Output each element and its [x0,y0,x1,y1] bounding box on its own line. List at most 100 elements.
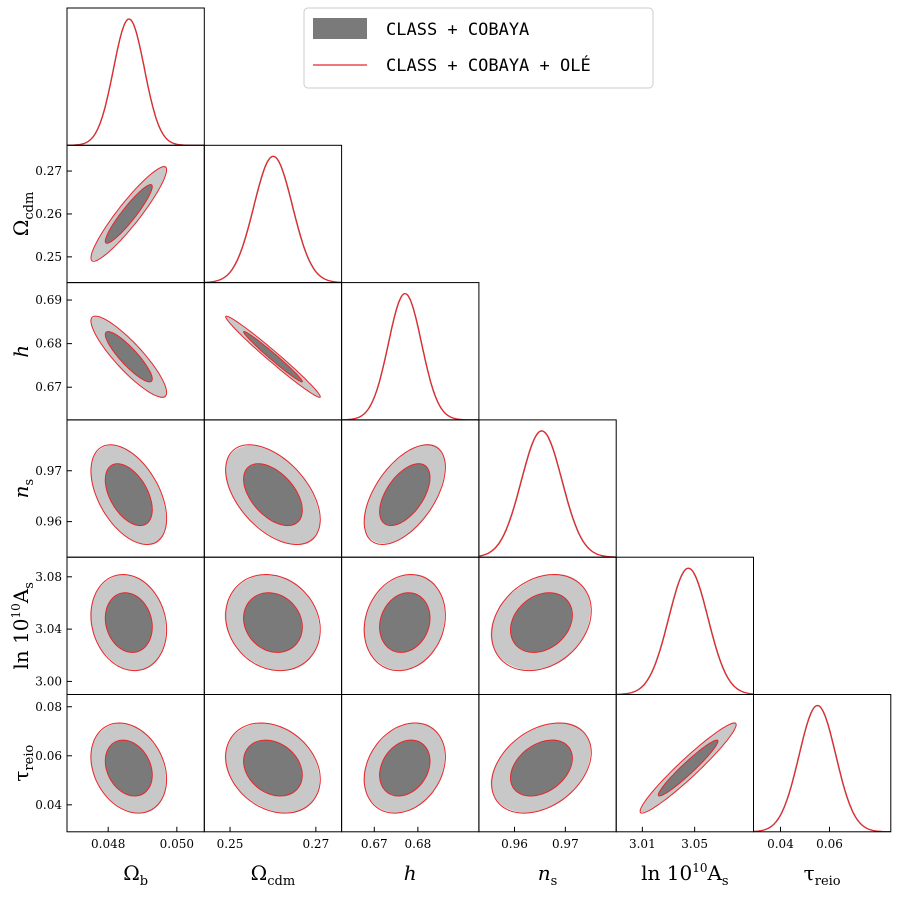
contour-68-line [104,330,153,383]
contour-95-line [225,573,321,672]
y-axis-label-h: h [9,345,33,358]
contour-95-line [491,722,592,814]
marginal-curve-filled [204,155,342,283]
legend-swatch-filled [313,18,367,39]
x-axis-label-ln10As: ln 1010As [641,861,729,889]
y-tick-label: 0.06 [35,749,62,763]
marginal-curve-line [616,567,754,695]
panel-n_s-1d [478,419,617,558]
contour-68-filled [379,739,430,796]
y-tick-label: 0.69 [35,293,62,307]
contour-68-line [379,592,431,653]
x-axis-label-omega_b: Ωb [123,861,148,889]
panel-ln10As-vs-tau_reio [615,694,755,833]
panel-omega_b-vs-h [66,282,205,421]
contour-68-filled [105,331,153,383]
panel-omega_cdm-vs-tau_reio [203,694,343,833]
panels-layer: 0.25 0.26 0.27 0.67 0.68 0.69 0.96 0.97 3.00 3.04… [9,7,892,889]
contour-68-line [104,184,153,244]
contour-95-line [90,722,168,814]
x-tick-label: 0.25 [217,837,244,851]
x-axis-label-n_s: ns [538,861,558,889]
y-tick-label: 0.67 [35,380,62,394]
contour-95-line [90,166,168,262]
contour-68-filled [658,739,719,796]
contour-68-line [243,463,303,527]
panel-h-vs-ln10As [341,556,480,696]
contour-68-line [509,592,573,653]
contour-68-filled [510,739,572,796]
marginal-curve-line [478,430,617,558]
x-tick-label: 0.68 [405,837,432,851]
y-tick-label: 0.25 [35,250,62,264]
contour-68-line [379,739,431,797]
panel-frame [478,419,617,558]
contour-95-line [225,444,321,546]
marginal-curve-filled [753,704,891,832]
y-tick-label: 0.96 [35,515,62,529]
contour-95-line [225,315,321,398]
marginal-curve-filled [616,567,754,695]
marginal-curve-filled [478,430,617,558]
y-tick-label: 3.08 [35,570,62,584]
x-tick-label: 0.06 [816,837,843,851]
contour-95-line [90,315,168,398]
y-tick-label: 0.97 [35,464,62,478]
contour-68-line [243,592,303,653]
contour-95-line [225,722,321,814]
marginal-curve-line [67,18,205,146]
x-tick-label: 3.05 [681,837,708,851]
contour-68-line [657,739,719,797]
contour-95-line [363,722,446,814]
marginal-curve-filled [341,292,479,420]
contour-68-line [104,463,153,527]
panel-omega_b-vs-n_s [66,419,205,558]
panel-omega_cdm-vs-h [203,282,343,421]
x-tick-label: 0.27 [302,837,329,851]
contour-68-line [379,463,431,527]
y-tick-label: 0.26 [35,207,62,221]
panel-omega_b-vs-ln10As [66,556,205,696]
y-axis-label-ln10As: ln 1010As [9,582,37,670]
contour-95-line [90,444,168,546]
contour-68-line [104,592,153,653]
contour-68-filled [243,331,303,383]
x-tick-label: 0.04 [767,837,794,851]
y-tick-label: 0.08 [35,700,62,714]
contour-68-filled [510,592,572,653]
x-tick-label: 0.67 [361,837,388,851]
panel-n_s-vs-ln10As [478,556,617,696]
contour-95-line [363,573,446,672]
contour-95-line [639,722,737,814]
panel-n_s-vs-tau_reio [478,694,617,833]
marginal-curve-line [341,293,479,420]
x-axis-label-tau_reio: τreio [804,861,841,889]
contour-68-line [104,739,153,797]
x-tick-label: 3.01 [629,837,656,851]
panel-omega_b-vs-omega_cdm [66,144,205,284]
contour-68-filled [105,740,152,797]
y-tick-label: 0.68 [35,337,62,351]
contour-68-line [509,739,573,797]
panel-omega_cdm-1d [203,144,343,284]
panel-frame [753,694,892,833]
legend-label-line: CLASS + COBAYA + OLÉ [386,54,591,76]
legend-frame [303,7,654,89]
x-tick-label: 0.050 [160,837,194,851]
x-axis-label-h: h [404,861,417,885]
y-axis-label-n_s: ns [9,479,37,499]
contour-68-line [243,330,303,383]
panel-ln10As-1d [615,556,755,696]
y-axis-label-tau_reio: τreio [9,744,37,781]
legend: CLASS + COBAYA CLASS + COBAYA + OLÉ [303,7,654,89]
marginal-curve-filled [67,18,205,146]
panel-omega_cdm-vs-n_s [203,419,343,558]
panel-frame [203,144,343,284]
panel-h-1d [341,282,480,421]
y-tick-label: 3.04 [35,622,62,636]
panel-omega_cdm-vs-ln10As [203,556,343,696]
contour-68-line [243,739,303,797]
contour-68-filled [105,184,153,243]
panel-frame [615,556,755,696]
